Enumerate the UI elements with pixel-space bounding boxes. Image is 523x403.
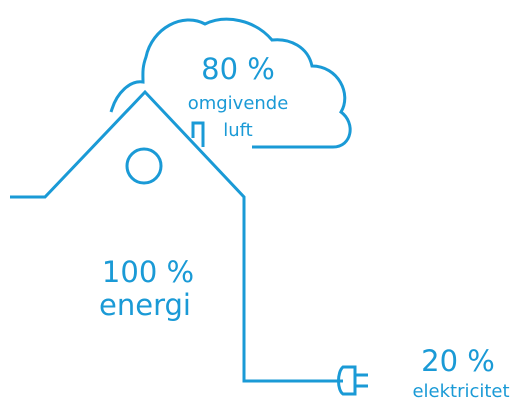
- plug-icon: [337, 365, 368, 396]
- cloud-percent-label: 80 %: [201, 52, 275, 86]
- chimney-icon: [191, 121, 205, 147]
- house-percent-label: 100 %: [101, 255, 195, 289]
- plug-percent-label: 20 %: [421, 344, 495, 378]
- window-icon: [125, 147, 163, 185]
- cloud-label-line2: luft: [223, 120, 253, 141]
- plug-electricity-label: elektricitet: [412, 381, 510, 402]
- house-icon: [10, 89, 343, 383]
- house-energy-label: energi: [99, 288, 191, 322]
- cloud-label-line1: omgivende: [187, 93, 289, 114]
- cloud-icon: [109, 17, 352, 149]
